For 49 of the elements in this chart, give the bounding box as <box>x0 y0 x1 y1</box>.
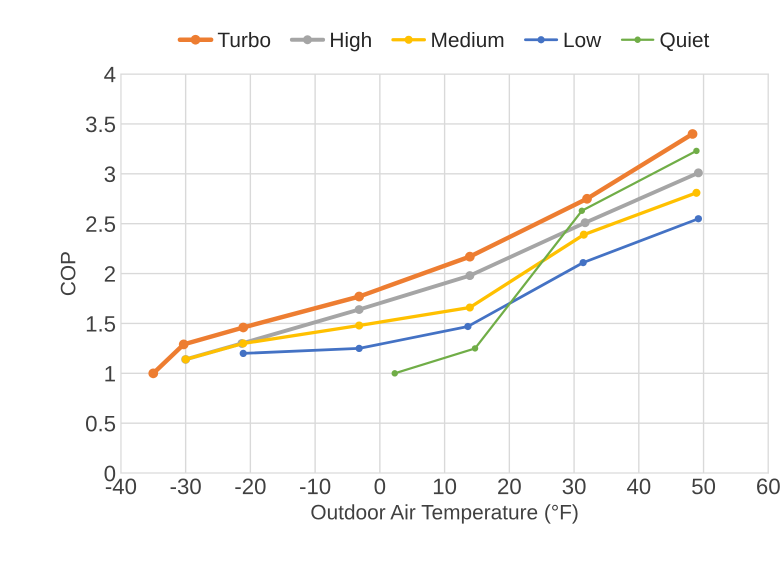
y-tick-label: 2.5 <box>86 216 116 232</box>
y-tick-label: 3.5 <box>86 116 116 132</box>
point <box>464 252 475 262</box>
legend-label: Medium <box>432 32 504 48</box>
point <box>356 344 363 352</box>
y-tick-label: 3 <box>104 166 116 182</box>
x-tick-label: 40 <box>626 478 650 494</box>
x-tick-label: 10 <box>434 478 456 494</box>
point <box>694 215 702 222</box>
x-tick-label: 20 <box>498 478 521 494</box>
y-tick-label: 1.5 <box>86 316 116 332</box>
x-tick-label: 60 <box>757 478 780 494</box>
x-axis-title: Outdoor Air Temperature (°F) <box>311 504 578 524</box>
point <box>354 305 364 314</box>
point <box>688 129 698 139</box>
x-tick-label: -10 <box>300 478 330 494</box>
y-axis-title: COP <box>60 252 76 296</box>
point <box>392 370 398 377</box>
y-tick-label: 1 <box>105 366 115 382</box>
point <box>580 218 590 228</box>
point <box>240 350 247 358</box>
point <box>238 322 248 332</box>
legend-label: High <box>331 32 371 52</box>
point <box>178 340 189 350</box>
x-tick-label: 30 <box>562 478 586 494</box>
point <box>693 148 700 154</box>
legend-label: Quiet <box>660 32 710 51</box>
legend-label: Turbo <box>218 32 270 48</box>
point <box>692 188 700 197</box>
point <box>465 271 474 280</box>
y-tick-label: 4 <box>104 66 116 82</box>
x-tick-label: 50 <box>692 478 716 494</box>
point <box>466 303 474 312</box>
point <box>355 321 364 330</box>
x-tick-label: -20 <box>235 478 266 494</box>
y-tick-label: 0.5 <box>86 416 116 432</box>
x-tick-label: 0 <box>374 478 386 494</box>
point <box>694 168 703 178</box>
x-tick-label: -30 <box>170 478 201 494</box>
y-tick-label: 2 <box>104 266 115 282</box>
point <box>148 368 158 378</box>
point <box>578 208 586 214</box>
point <box>354 292 364 302</box>
legend-label: Low <box>564 32 602 48</box>
point <box>472 345 478 352</box>
point <box>580 230 588 239</box>
point <box>582 194 592 204</box>
point <box>464 322 472 330</box>
point <box>580 259 587 266</box>
